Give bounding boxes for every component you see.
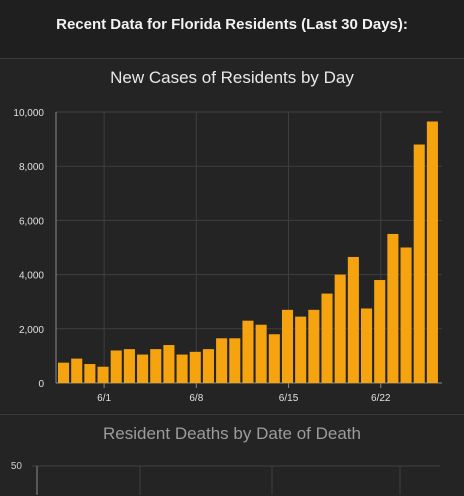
cases-bar[interactable] [334, 274, 346, 383]
cases-bar[interactable] [242, 320, 254, 383]
deaths-chart-panel: Resident Deaths by Date of Death [0, 414, 464, 496]
cases-y-tick-label: 10,000 [13, 108, 44, 119]
cases-bar[interactable] [413, 144, 425, 383]
cases-bar[interactable] [374, 280, 386, 383]
cases-bar[interactable] [216, 338, 228, 383]
cases-bar[interactable] [255, 324, 267, 383]
cases-x-tick-label: 6/22 [371, 393, 391, 404]
cases-bar[interactable] [71, 358, 83, 383]
cases-y-tick-label: 2,000 [19, 325, 44, 336]
cases-bar[interactable] [229, 338, 241, 383]
cases-bar[interactable] [268, 334, 280, 383]
cases-bar[interactable] [163, 345, 175, 383]
cases-bar[interactable] [347, 256, 359, 383]
cases-bar[interactable] [97, 366, 109, 383]
cases-bar[interactable] [202, 349, 214, 383]
cases-y-tick-label: 8,000 [19, 162, 44, 173]
page-header: Recent Data for Florida Residents (Last … [0, 0, 464, 59]
cases-bar[interactable] [400, 247, 412, 384]
cases-bar[interactable] [189, 351, 201, 383]
cases-x-tick-label: 6/1 [97, 393, 111, 404]
cases-bar[interactable] [295, 316, 307, 383]
deaths-y-tick-label: 50 [11, 461, 23, 472]
cases-bar[interactable] [321, 293, 333, 383]
cases-chart: 0 2,000 4,000 6,000 8,000 10,000 6/1 6/8 6/15 6/… [13, 108, 442, 404]
cases-bar[interactable] [308, 309, 320, 383]
cases-y-tick-label: 0 [38, 379, 44, 390]
cases-y-tick-label: 6,000 [19, 216, 44, 227]
cases-bar[interactable] [281, 309, 294, 383]
cases-bar[interactable] [137, 354, 149, 383]
cases-bar[interactable] [361, 308, 373, 383]
cases-y-tick-label: 4,000 [19, 271, 44, 282]
cases-bar[interactable] [84, 364, 96, 383]
cases-bar[interactable] [426, 121, 438, 384]
cases-bar[interactable] [123, 349, 135, 383]
deaths-chart-title: Resident Deaths by Date of Death [103, 424, 361, 443]
cases-bar[interactable] [387, 233, 399, 383]
cases-bar[interactable] [176, 354, 188, 383]
cases-bar[interactable] [110, 350, 122, 383]
cases-x-tick-label: 6/8 [189, 393, 203, 404]
cases-chart-title: New Cases of Residents by Day [110, 68, 354, 87]
cases-bar[interactable] [58, 362, 70, 383]
page-title: Recent Data for Florida Residents (Last … [56, 16, 408, 33]
cases-bar[interactable] [150, 349, 162, 383]
cases-x-tick-label: 6/15 [279, 393, 299, 404]
